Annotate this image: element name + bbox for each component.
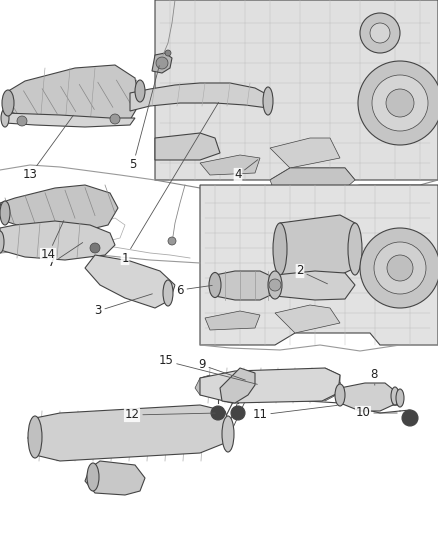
Text: 12: 12 [124, 408, 215, 422]
Circle shape [90, 243, 100, 253]
Circle shape [402, 410, 418, 426]
Text: 7: 7 [48, 243, 83, 270]
Ellipse shape [2, 90, 14, 116]
Circle shape [358, 61, 438, 145]
Circle shape [374, 242, 426, 294]
Polygon shape [270, 168, 355, 193]
Ellipse shape [0, 201, 10, 225]
Polygon shape [5, 65, 140, 125]
Circle shape [370, 23, 390, 43]
Circle shape [156, 57, 168, 69]
Polygon shape [280, 215, 355, 275]
Polygon shape [85, 255, 175, 308]
Polygon shape [340, 383, 395, 411]
Polygon shape [0, 185, 118, 233]
Text: 1: 1 [121, 102, 219, 264]
Polygon shape [205, 311, 260, 330]
Ellipse shape [263, 87, 273, 115]
Polygon shape [322, 368, 340, 401]
Ellipse shape [348, 223, 362, 275]
Polygon shape [155, 133, 220, 160]
Ellipse shape [335, 384, 345, 406]
Polygon shape [152, 53, 172, 73]
Polygon shape [195, 375, 210, 395]
Ellipse shape [87, 463, 99, 491]
Text: 15: 15 [159, 354, 257, 384]
Circle shape [387, 255, 413, 281]
Text: 4: 4 [234, 160, 258, 182]
Text: 11: 11 [252, 405, 337, 422]
Polygon shape [130, 83, 268, 111]
Polygon shape [5, 113, 135, 127]
Polygon shape [0, 221, 115, 260]
Ellipse shape [135, 80, 145, 102]
Text: 2: 2 [296, 264, 328, 284]
Polygon shape [250, 375, 340, 395]
Polygon shape [200, 368, 340, 403]
Text: 10: 10 [356, 407, 397, 419]
Polygon shape [270, 138, 340, 168]
Polygon shape [220, 368, 255, 403]
Polygon shape [275, 271, 355, 300]
Ellipse shape [268, 271, 282, 299]
Polygon shape [28, 405, 230, 461]
Text: 6: 6 [176, 284, 212, 296]
Circle shape [17, 116, 27, 126]
Circle shape [360, 228, 438, 308]
Circle shape [168, 237, 176, 245]
Ellipse shape [28, 416, 42, 458]
Circle shape [372, 75, 428, 131]
Polygon shape [155, 0, 438, 180]
Ellipse shape [222, 416, 234, 452]
Ellipse shape [163, 280, 173, 306]
Text: 14: 14 [40, 221, 64, 262]
Circle shape [386, 89, 414, 117]
Circle shape [110, 114, 120, 124]
Text: 13: 13 [23, 115, 74, 182]
Text: 3: 3 [94, 294, 152, 318]
Circle shape [211, 406, 225, 420]
Polygon shape [200, 155, 260, 175]
Polygon shape [275, 305, 340, 333]
Circle shape [231, 406, 245, 420]
Text: 8: 8 [370, 367, 378, 385]
Polygon shape [215, 271, 275, 300]
Circle shape [360, 13, 400, 53]
Circle shape [269, 279, 281, 291]
Polygon shape [85, 461, 145, 495]
Ellipse shape [1, 109, 9, 127]
Ellipse shape [209, 272, 221, 297]
Text: 5: 5 [129, 66, 159, 172]
Ellipse shape [273, 223, 287, 275]
Circle shape [165, 50, 171, 56]
Polygon shape [200, 185, 438, 345]
Ellipse shape [396, 389, 404, 407]
Ellipse shape [391, 387, 399, 405]
Text: 9: 9 [198, 359, 245, 380]
Ellipse shape [0, 231, 4, 253]
